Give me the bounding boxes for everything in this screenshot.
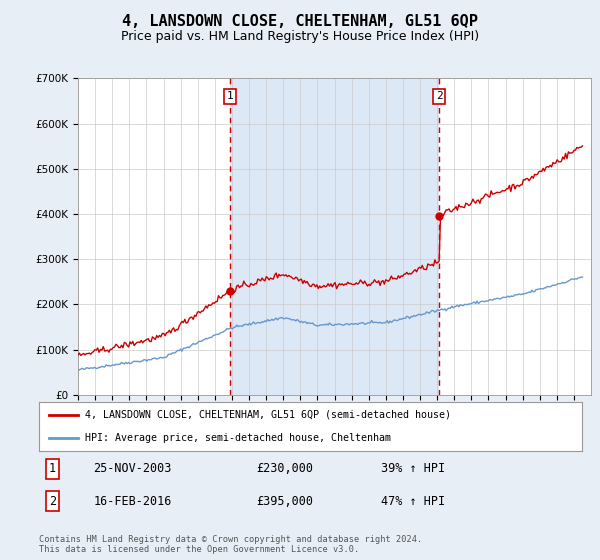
Text: 1: 1 bbox=[49, 463, 56, 475]
Text: 39% ↑ HPI: 39% ↑ HPI bbox=[381, 463, 445, 475]
Text: HPI: Average price, semi-detached house, Cheltenham: HPI: Average price, semi-detached house,… bbox=[85, 433, 391, 444]
Text: 47% ↑ HPI: 47% ↑ HPI bbox=[381, 494, 445, 508]
Text: 1: 1 bbox=[227, 91, 233, 101]
Text: 25-NOV-2003: 25-NOV-2003 bbox=[94, 463, 172, 475]
Text: 4, LANSDOWN CLOSE, CHELTENHAM, GL51 6QP (semi-detached house): 4, LANSDOWN CLOSE, CHELTENHAM, GL51 6QP … bbox=[85, 410, 451, 420]
Text: 16-FEB-2016: 16-FEB-2016 bbox=[94, 494, 172, 508]
Text: £230,000: £230,000 bbox=[256, 463, 313, 475]
Text: 2: 2 bbox=[436, 91, 443, 101]
Text: £395,000: £395,000 bbox=[256, 494, 313, 508]
Bar bbox=[230, 78, 439, 395]
Text: 2: 2 bbox=[49, 494, 56, 508]
Text: 4, LANSDOWN CLOSE, CHELTENHAM, GL51 6QP: 4, LANSDOWN CLOSE, CHELTENHAM, GL51 6QP bbox=[122, 14, 478, 29]
Text: Price paid vs. HM Land Registry's House Price Index (HPI): Price paid vs. HM Land Registry's House … bbox=[121, 30, 479, 43]
Text: Contains HM Land Registry data © Crown copyright and database right 2024.
This d: Contains HM Land Registry data © Crown c… bbox=[39, 535, 422, 554]
